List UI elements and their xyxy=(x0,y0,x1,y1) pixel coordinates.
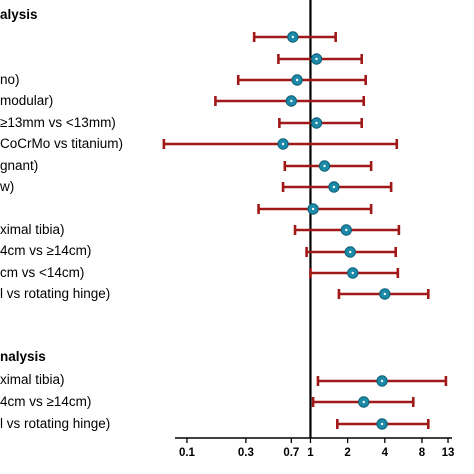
x-tick-label: 0.7 xyxy=(283,447,299,459)
point-highlight xyxy=(291,35,295,39)
point-highlight xyxy=(351,271,354,275)
row-label: ximal tibia) xyxy=(0,222,65,237)
row-label: l vs rotating hinge) xyxy=(0,286,111,301)
x-tick-label: 4 xyxy=(382,447,389,459)
section-header-univariate: alysis xyxy=(0,7,38,22)
point-highlight xyxy=(315,57,318,61)
point-highlight xyxy=(281,142,285,146)
point-highlight xyxy=(362,400,365,404)
row-label: w) xyxy=(0,179,15,194)
point-highlight xyxy=(290,99,293,103)
row-label: gnant) xyxy=(0,158,39,173)
point-highlight xyxy=(345,228,348,232)
section-header-multivariate: nalysis xyxy=(0,349,46,364)
row-label: 4cm vs ≥14cm) xyxy=(0,243,92,258)
row-label: 4cm vs ≥14cm) xyxy=(0,394,92,409)
x-tick-label: 2 xyxy=(344,447,350,459)
point-highlight xyxy=(383,292,387,296)
row-label: CoCrMo vs titanium) xyxy=(0,136,124,151)
x-tick-label: 8 xyxy=(419,447,426,459)
row-label: ≥13mm vs <13mm) xyxy=(0,115,116,130)
x-tick-label: 1 xyxy=(307,447,314,459)
row-label: cm vs <14cm) xyxy=(0,265,85,280)
point-highlight xyxy=(380,422,384,426)
point-highlight xyxy=(323,164,326,168)
row-label: modular) xyxy=(0,93,54,108)
point-highlight xyxy=(315,121,318,125)
point-highlight xyxy=(332,185,336,189)
point-highlight xyxy=(349,250,352,254)
point-highlight xyxy=(295,78,299,82)
point-highlight xyxy=(380,379,384,383)
point-highlight xyxy=(311,207,315,211)
x-tick-label: 0.1 xyxy=(179,447,196,459)
row-label: ximal tibia) xyxy=(0,372,65,387)
x-tick-label: 0.3 xyxy=(238,447,254,459)
x-tick-label: 13 xyxy=(442,447,455,459)
row-label: l vs rotating hinge) xyxy=(0,416,111,431)
row-label: no) xyxy=(0,72,20,87)
